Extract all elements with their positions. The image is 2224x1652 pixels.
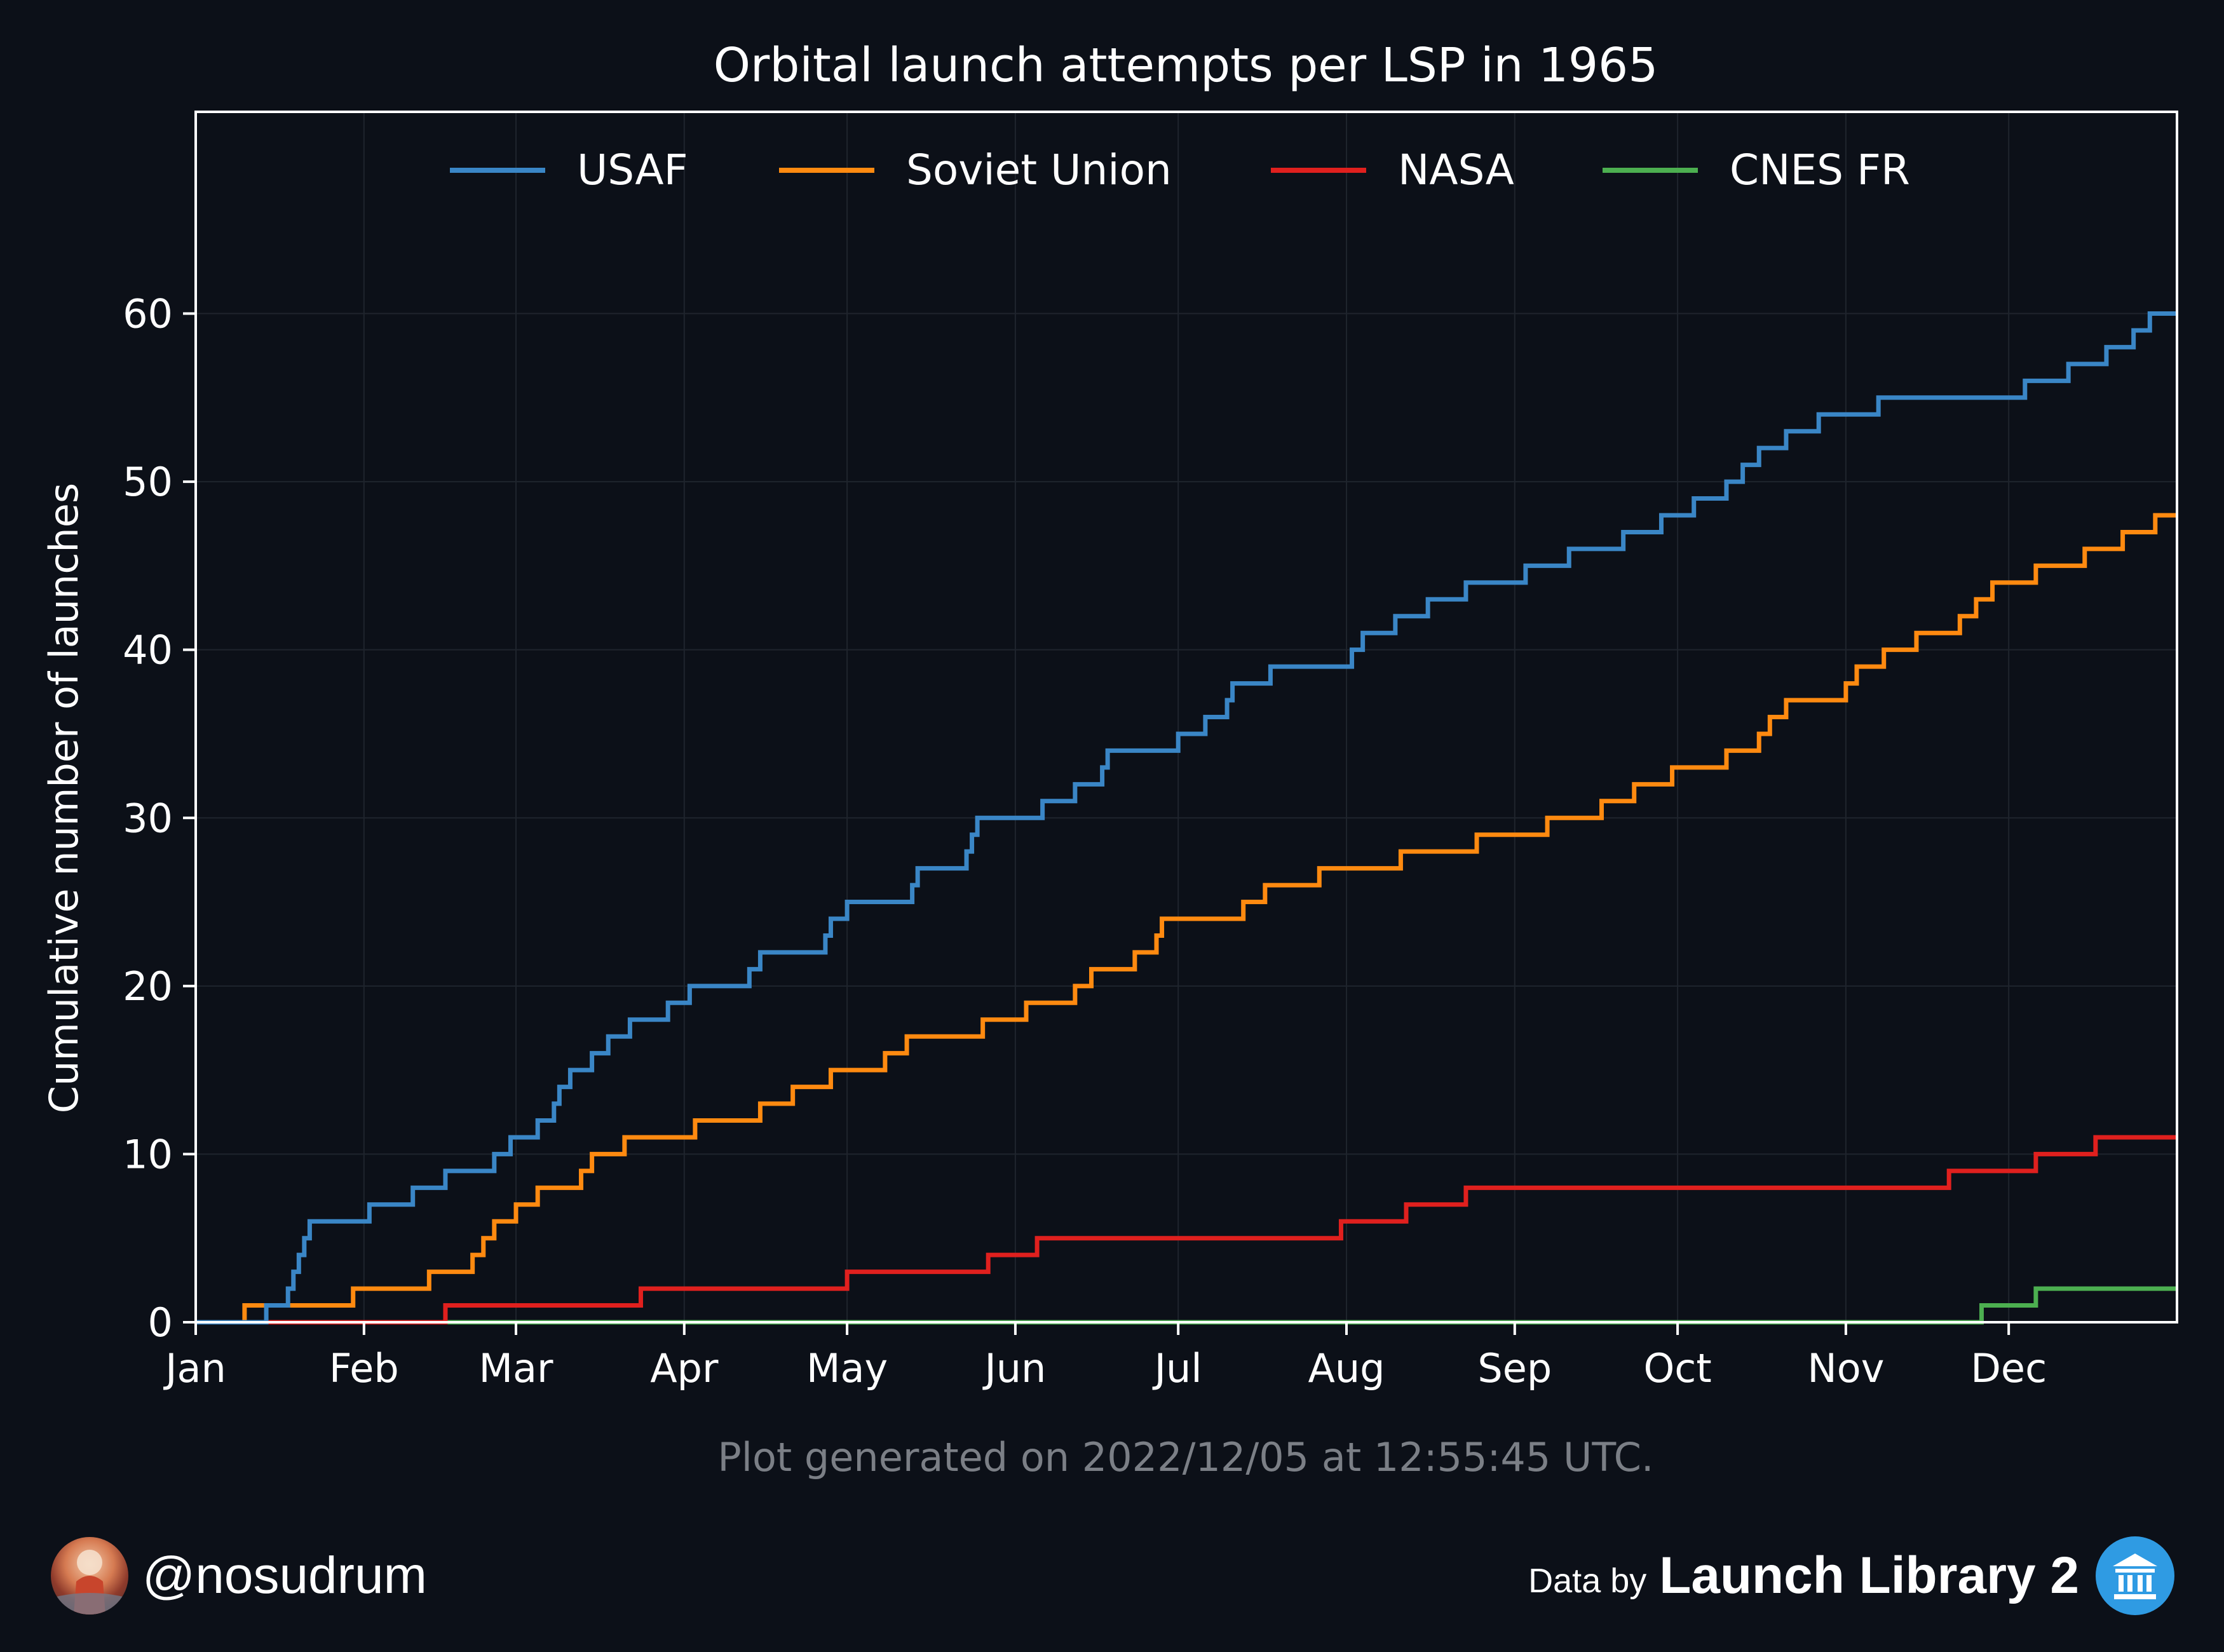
y-tick-label: 50: [123, 459, 173, 505]
x-tick-label: Jun: [982, 1345, 1046, 1391]
x-tick-label: Mar: [479, 1345, 553, 1391]
x-tick-label: Sep: [1477, 1345, 1552, 1391]
x-tick-label: May: [806, 1345, 888, 1391]
data-source-credit: Data by Launch Library 2: [1528, 1536, 2174, 1615]
x-tick-label: Jan: [163, 1345, 226, 1391]
legend-label-cnes-fr: CNES FR: [1730, 146, 1910, 194]
axis-ticks: 0 10 20 30 40 50 60 Jan Feb Mar Apr May Jun Jul Aug Sep…: [123, 291, 2047, 1392]
legend-label-soviet-union: Soviet Union: [906, 146, 1172, 194]
series-line-nasa: [196, 1135, 2177, 1325]
x-tick-label: Oct: [1643, 1345, 1711, 1391]
y-tick-label: 0: [148, 1299, 173, 1346]
series-line-usaf: [196, 311, 2177, 1325]
y-tick-label: 20: [123, 963, 173, 1010]
chart-title: Orbital launch attempts per LSP in 1965: [714, 38, 1658, 93]
data-by-label: Data by: [1528, 1562, 1647, 1600]
x-tick-label: Aug: [1308, 1345, 1385, 1391]
x-tick-label: Apr: [650, 1345, 719, 1391]
legend-label-usaf: USAF: [577, 146, 688, 194]
series-lines: [196, 311, 2177, 1325]
x-tick-label: Jul: [1152, 1345, 1202, 1391]
author-credit: @nosudrum: [51, 1536, 427, 1615]
y-axis-label: Cumulative number of launches: [41, 483, 87, 1113]
x-tick-label: Dec: [1970, 1345, 2047, 1391]
legend-label-nasa: NASA: [1398, 146, 1514, 194]
author-handle[interactable]: @nosudrum: [142, 1547, 427, 1604]
x-tick-label: Feb: [329, 1345, 399, 1391]
grid: [195, 112, 2177, 1323]
series-line-soviet-union: [196, 513, 2177, 1325]
plot-frame: [194, 111, 2178, 1324]
x-tick-label: Nov: [1807, 1345, 1884, 1391]
plot-footnote: Plot generated on 2022/12/05 at 12:55:45…: [717, 1434, 1653, 1480]
legend: USAF Soviet Union NASA CNES FR: [450, 146, 1910, 194]
astronaut-avatar-icon: [51, 1537, 128, 1615]
y-tick-label: 30: [123, 795, 173, 841]
y-tick-label: 40: [123, 627, 173, 674]
launch-library-name[interactable]: Launch Library 2: [1659, 1547, 2079, 1604]
library-building-icon: [2096, 1536, 2174, 1615]
y-tick-label: 60: [123, 291, 173, 337]
y-tick-label: 10: [123, 1131, 173, 1177]
